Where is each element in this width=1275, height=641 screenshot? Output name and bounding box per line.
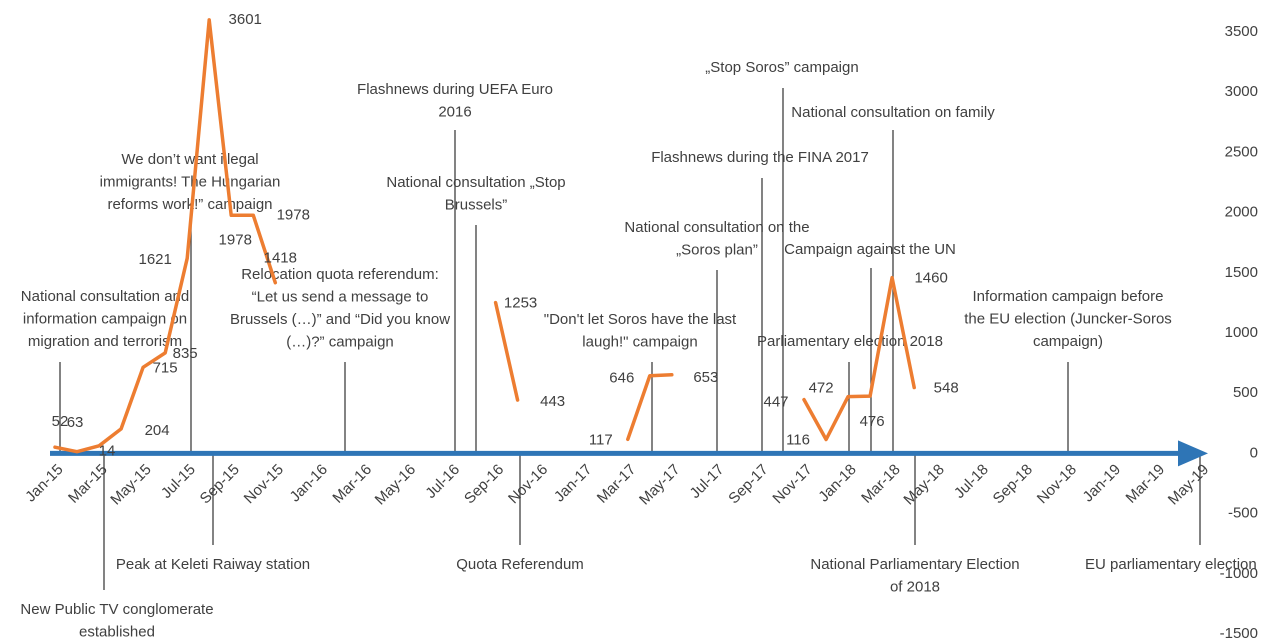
y-tick-label: 3000 <box>1225 83 1258 100</box>
annotation-text: (…)?” campaign <box>286 333 394 350</box>
annotation-text: National Parliamentary Election <box>810 556 1019 573</box>
annotation-text: 2016 <box>438 103 471 120</box>
annotation-text: Brussels” <box>445 196 508 213</box>
data-label: 204 <box>145 422 170 439</box>
annotation-text: Campaign against the UN <box>784 241 956 258</box>
data-line <box>53 18 916 454</box>
x-tick-label: Sep-16 <box>461 461 507 507</box>
data-label: 117 <box>589 431 613 448</box>
annotation-text: New Public TV conglomerate <box>20 601 213 618</box>
annotation-text: laugh!" campaign <box>582 333 697 350</box>
data-label: 14 <box>99 443 116 460</box>
data-label: 443 <box>540 393 565 410</box>
annotation-text: Relocation quota referendum: <box>241 266 439 283</box>
y-tick-label: -1000 <box>1220 565 1258 582</box>
data-label: 63 <box>67 414 84 431</box>
y-tick-label: 2000 <box>1225 204 1258 221</box>
y-tick-label: 0 <box>1250 444 1258 461</box>
data-label: 3601 <box>229 11 262 28</box>
annotation-text: the EU election (Juncker-Soros <box>964 310 1172 327</box>
y-tick-label: 2500 <box>1225 143 1258 160</box>
y-tick-label: 1500 <box>1225 264 1258 281</box>
data-label: 1978 <box>277 206 310 223</box>
data-label: 548 <box>934 379 959 396</box>
annotation-text: established <box>79 623 155 640</box>
annotation-text: Peak at Keleti Raiway station <box>116 556 310 573</box>
annotation-text: migration and terrorism <box>28 333 182 350</box>
data-label: 472 <box>809 380 834 397</box>
data-label: 653 <box>693 369 718 386</box>
annotation-text: EU parliamentary election <box>1085 556 1257 573</box>
annotation-text: Brussels (…)” and “Did you know <box>230 311 450 328</box>
x-tick-label: Sep-17 <box>725 461 771 507</box>
x-tick-label: Nov-16 <box>505 461 551 507</box>
annotation-text: Flashnews during UEFA Euro <box>357 81 553 98</box>
annotation-text: „Stop Soros” campaign <box>705 59 858 76</box>
x-tick-label: Mar-16 <box>329 461 375 507</box>
data-label: 715 <box>153 359 178 376</box>
data-label: 447 <box>764 394 789 411</box>
annotation-text: We don’t want illegal <box>121 151 258 168</box>
data-label: 1460 <box>914 270 947 287</box>
annotation-text: "Don't let Soros have the last <box>544 311 737 328</box>
data-label: 116 <box>786 431 810 448</box>
data-label: 476 <box>860 413 885 430</box>
x-tick-label: Sep-18 <box>990 461 1036 507</box>
y-tick-label: 1000 <box>1225 324 1258 341</box>
x-tick-label: May-16 <box>372 461 419 508</box>
annotation-text: immigrants! The Hungarian <box>100 173 281 190</box>
x-tick-label: Jul-18 <box>951 461 992 502</box>
annotation-text: information campaign on <box>23 310 187 327</box>
y-tick-label: 3500 <box>1225 23 1258 40</box>
x-tick-label: May-15 <box>107 461 154 508</box>
x-tick-label: Jul-17 <box>687 461 728 502</box>
annotation-text: campaign) <box>1033 333 1103 350</box>
x-tick-label: Sep-15 <box>197 461 243 507</box>
x-tick-label: Jan-17 <box>551 461 595 505</box>
y-tick-label: -500 <box>1228 505 1258 522</box>
x-tick-label: May-18 <box>900 461 947 508</box>
data-label: 835 <box>173 345 198 362</box>
x-tick-label: Mar-19 <box>1123 461 1169 507</box>
data-label: 1621 <box>138 251 171 268</box>
x-tick-label: Jan-16 <box>287 461 331 505</box>
annotation-text: National consultation on family <box>791 104 995 121</box>
data-label: 1253 <box>504 295 537 312</box>
x-tick-label: May-19 <box>1165 461 1212 508</box>
x-tick-label: Jan-15 <box>22 461 66 505</box>
annotation-text: Flashnews during the FINA 2017 <box>651 149 869 166</box>
y-tick-label: -1500 <box>1220 625 1258 641</box>
x-axis-arrow <box>1178 440 1208 467</box>
x-tick-label: Nov-18 <box>1034 461 1080 507</box>
data-label: 646 <box>609 370 634 387</box>
annotation-text: National consultation „Stop <box>386 174 565 191</box>
x-tick-label: Nov-15 <box>241 461 287 507</box>
x-tick-label: Jul-15 <box>158 461 199 502</box>
data-label: 52 <box>52 413 69 430</box>
x-tick-label: May-17 <box>636 461 683 508</box>
x-tick-label: Nov-17 <box>769 461 815 507</box>
x-tick-label: Jan-18 <box>815 461 859 505</box>
annotation-text: Information campaign before <box>973 288 1164 305</box>
annotation-text: National consultation on the <box>624 219 809 236</box>
annotation-text: Parliamentary election 2018 <box>757 333 943 350</box>
data-label: 1418 <box>264 250 297 267</box>
x-tick-label: Mar-18 <box>858 461 904 507</box>
x-tick-label: Mar-17 <box>594 461 640 507</box>
annotation-text: of 2018 <box>890 578 940 595</box>
y-tick-label: 500 <box>1233 384 1258 401</box>
x-tick-label: Jul-16 <box>422 461 463 502</box>
annotation-text: „Soros plan” <box>676 241 758 258</box>
annotation-text: National consultation and <box>21 288 189 305</box>
annotation-text: Quota Referendum <box>456 556 584 573</box>
x-tick-label: Jan-19 <box>1080 461 1124 505</box>
data-label: 1978 <box>219 231 252 248</box>
annotation-text: “Let us send a message to <box>252 288 429 305</box>
